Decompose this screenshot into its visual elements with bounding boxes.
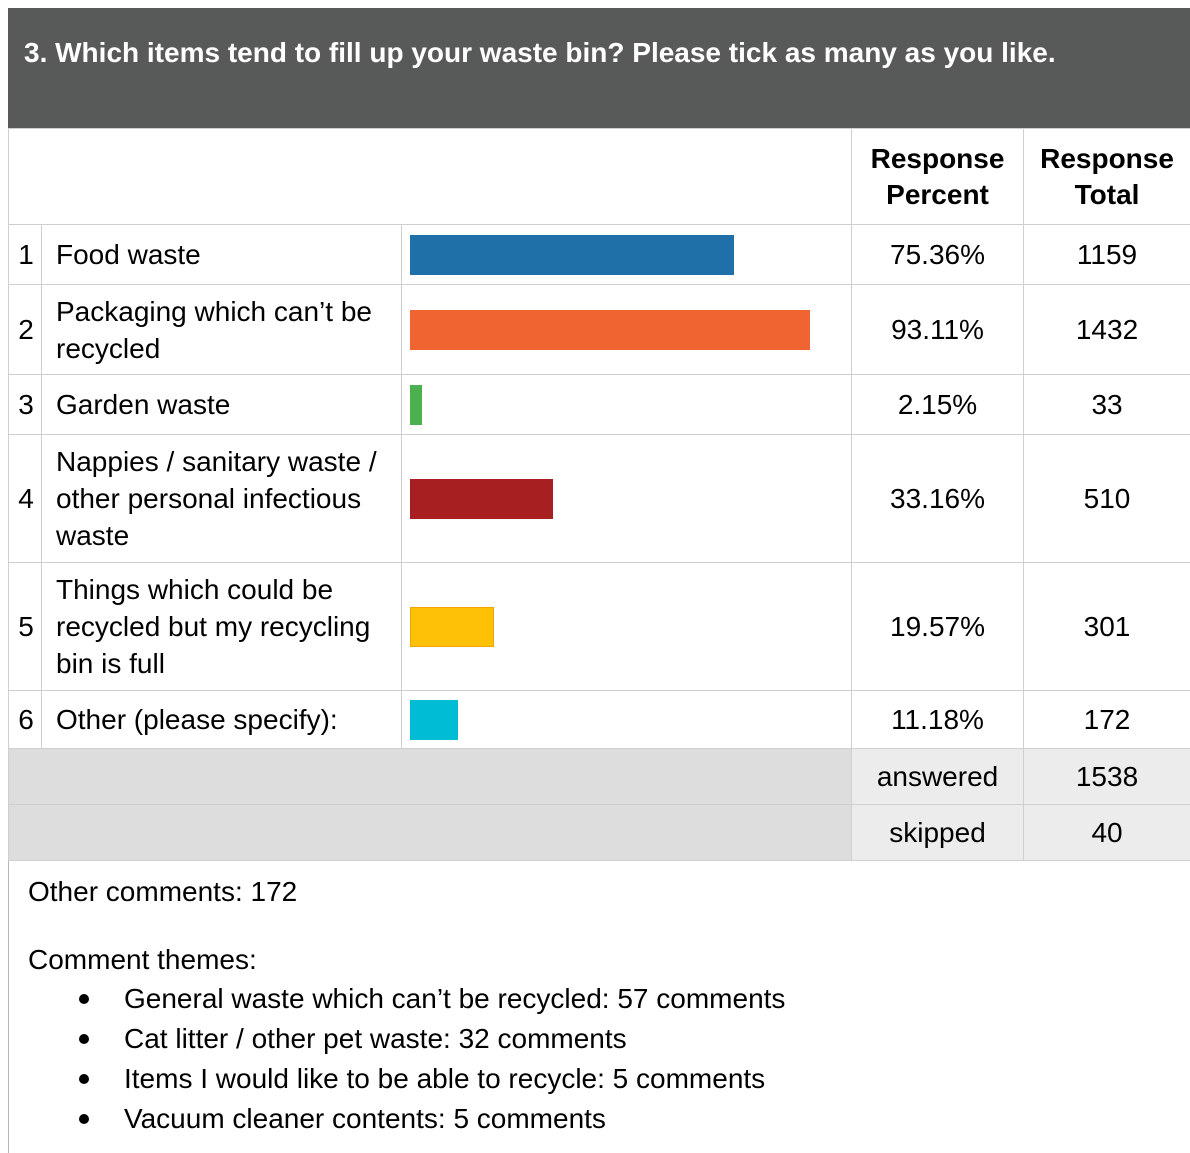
response-total: 510 <box>1023 434 1190 563</box>
answered-row: answered 1538 <box>7 748 1190 805</box>
bar-cell <box>400 434 853 563</box>
summary-blank-cell <box>7 748 853 805</box>
response-total: 301 <box>1023 562 1190 691</box>
row-label: Packaging which can’t be recycled <box>41 284 402 375</box>
row-label: Food waste <box>41 224 402 285</box>
response-percent: 2.15% <box>851 374 1025 435</box>
response-bar <box>410 234 734 275</box>
response-bar <box>410 699 458 740</box>
bar-cell <box>400 374 853 435</box>
list-item: General waste which can’t be recycled: 5… <box>79 979 1168 1019</box>
response-percent: 19.57% <box>851 562 1025 691</box>
header-blank-cell <box>7 128 853 225</box>
table-row: 2 Packaging which can’t be recycled 93.11%… <box>8 284 1190 375</box>
table-row: 4 Nappies / sanitary waste / other person… <box>8 434 1190 563</box>
table-row: 3 Garden waste 2.15% 33 <box>8 374 1190 435</box>
header-response-percent: Response Percent <box>851 128 1025 225</box>
comments-section: Other comments: 172 Comment themes: Gene… <box>28 875 1168 1139</box>
bullet-icon <box>79 1034 89 1044</box>
theme-text: Vacuum cleaner contents: 5 comments <box>124 1103 606 1134</box>
list-item: Vacuum cleaner contents: 5 comments <box>79 1099 1168 1139</box>
row-number: 1 <box>8 224 42 285</box>
bar-cell <box>400 224 853 285</box>
bullet-icon <box>79 994 89 1004</box>
row-label: Things which could be recycled but my re… <box>41 562 402 691</box>
question-title: 3. Which items tend to fill up your wast… <box>24 37 1056 68</box>
row-number: 3 <box>8 374 42 435</box>
row-label: Garden waste <box>41 374 402 435</box>
bar-cell <box>400 284 853 375</box>
answered-label: answered <box>851 748 1025 805</box>
response-total: 1432 <box>1023 284 1190 375</box>
results-table: Response Percent Response Total 1 Food wa… <box>7 128 1190 861</box>
response-bar <box>410 309 810 350</box>
list-item: Items I would like to be able to recycle… <box>79 1059 1168 1099</box>
header-response-total: Response Total <box>1023 128 1190 225</box>
theme-text: General waste which can’t be recycled: 5… <box>124 983 786 1014</box>
table-row: 1 Food waste 75.36% 1159 <box>8 224 1190 285</box>
row-label: Other (please specify): <box>41 690 402 749</box>
skipped-value: 40 <box>1023 804 1190 861</box>
table-header-row: Response Percent Response Total <box>7 128 1190 225</box>
theme-text: Items I would like to be able to recycle… <box>124 1063 766 1094</box>
row-number: 6 <box>8 690 42 749</box>
response-total: 1159 <box>1023 224 1190 285</box>
list-item: Cat litter / other pet waste: 32 comment… <box>79 1019 1168 1059</box>
skipped-row: skipped 40 <box>7 804 1190 861</box>
bar-cell <box>400 562 853 691</box>
row-label: Nappies / sanitary waste / other persona… <box>41 434 402 563</box>
comment-themes-title: Comment themes: <box>28 944 257 975</box>
table-body: 1 Food waste 75.36% 1159 2 Packaging which ca… <box>8 224 1190 749</box>
response-percent: 33.16% <box>851 434 1025 563</box>
bullet-icon <box>79 1114 89 1124</box>
response-percent: 11.18% <box>851 690 1025 749</box>
row-number: 2 <box>8 284 42 375</box>
skipped-label: skipped <box>851 804 1025 861</box>
comment-themes-list: General waste which can’t be recycled: 5… <box>28 979 1168 1139</box>
table-row: 6 Other (please specify): 11.18% 172 <box>8 690 1190 749</box>
response-total: 33 <box>1023 374 1190 435</box>
row-number: 4 <box>8 434 42 563</box>
response-bar <box>410 606 494 647</box>
other-comments-count: Other comments: 172 <box>28 876 298 907</box>
answered-value: 1538 <box>1023 748 1190 805</box>
response-bar <box>410 384 422 425</box>
response-percent: 93.11% <box>851 284 1025 375</box>
row-number: 5 <box>8 562 42 691</box>
theme-text: Cat litter / other pet waste: 32 comment… <box>124 1023 627 1054</box>
bullet-icon <box>79 1074 89 1084</box>
question-header: 3. Which items tend to fill up your wast… <box>8 8 1190 128</box>
response-percent: 75.36% <box>851 224 1025 285</box>
response-bar <box>410 478 553 519</box>
summary-blank-cell <box>7 804 853 861</box>
bar-cell <box>400 690 853 749</box>
response-total: 172 <box>1023 690 1190 749</box>
table-row: 5 Things which could be recycled but my r… <box>8 562 1190 691</box>
